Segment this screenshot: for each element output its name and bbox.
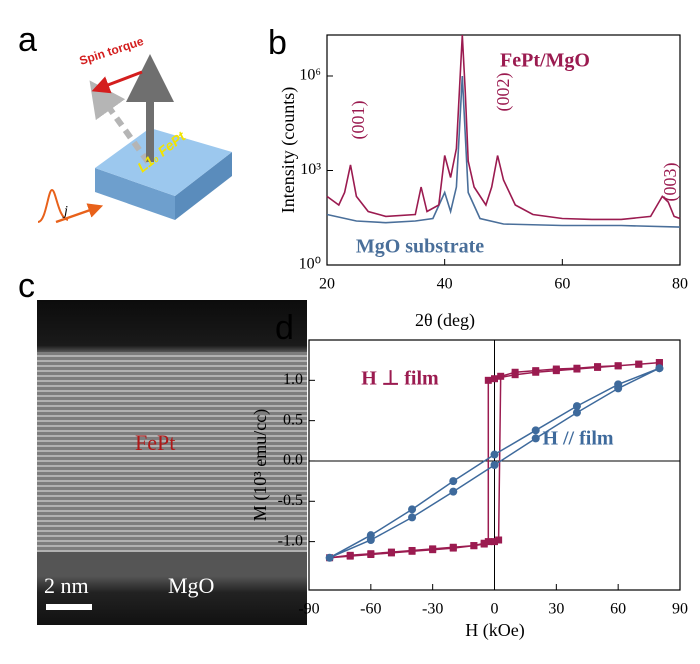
panel-label: d: [275, 309, 294, 347]
marker: [408, 513, 417, 522]
scale-label: 2 nm: [44, 573, 89, 598]
torque-arrow: [91, 70, 143, 94]
marker: [532, 368, 540, 376]
series-line: [326, 34, 681, 221]
marker: [484, 538, 492, 546]
y-tick-label: 10³: [300, 161, 321, 178]
x-axis-label: H (kOe): [465, 620, 524, 641]
marker: [346, 551, 354, 559]
x-tick-label: 60: [610, 601, 626, 618]
marker: [480, 540, 488, 548]
x-tick-label: 80: [672, 276, 688, 293]
current-arrow: [55, 203, 104, 224]
panel-label: a: [18, 21, 37, 59]
panel-a: a Spin torque L1₀ FePt j: [18, 21, 232, 224]
marker: [572, 402, 581, 411]
dashed-arrow: [89, 80, 151, 164]
layer-label: FePt: [135, 430, 175, 455]
y-tick-label: 1.0: [283, 371, 303, 388]
marker: [490, 461, 499, 469]
torque-label: Spin torque: [78, 34, 146, 68]
series-label: H ⊥ film: [361, 368, 439, 390]
marker: [594, 363, 602, 371]
plot-frame: [326, 34, 681, 266]
panel-label: c: [18, 267, 35, 305]
marker: [531, 426, 540, 435]
marker: [495, 536, 503, 544]
y-axis-label: M (10³ emu/cc): [250, 409, 271, 521]
marker: [325, 553, 334, 562]
y-axis-label: Intensity (counts): [278, 87, 299, 213]
x-tick-label: 20: [319, 276, 335, 293]
marker: [497, 372, 505, 380]
panel-c: c FePt 2 nm MgO: [18, 267, 307, 625]
marker: [655, 364, 664, 373]
marker: [408, 505, 417, 514]
marker: [367, 550, 375, 558]
y-tick-label: 10⁰: [299, 256, 321, 273]
marker: [449, 543, 457, 551]
current-label: j: [62, 204, 68, 219]
marker: [387, 548, 395, 556]
marker: [635, 360, 643, 368]
substrate-label: MgO: [168, 573, 214, 598]
marker: [449, 487, 458, 496]
peak-label: (002): [493, 73, 514, 112]
marker: [470, 542, 478, 550]
marker: [449, 477, 458, 486]
slab-front: [95, 168, 175, 220]
series-label: H // film: [542, 428, 613, 450]
marker: [366, 536, 375, 544]
chart: d H (kOe) M (10³ emu/cc) -90 -60 -30 0 30 60 90 -1…: [250, 309, 688, 641]
marker: [614, 362, 622, 370]
scale-bar: [46, 604, 92, 610]
y-tick-label: 10⁶: [299, 67, 321, 84]
series-label: MgO substrate: [356, 236, 484, 258]
lattice: [37, 352, 307, 552]
panel-label: b: [268, 24, 287, 62]
marker: [573, 365, 581, 373]
x-axis-label: 2θ (deg): [415, 310, 475, 331]
x-tick-label: 0: [491, 601, 499, 618]
y-tick-label: -1.0: [278, 532, 303, 549]
marker: [490, 450, 499, 459]
y-tick-label: 0.5: [283, 411, 303, 428]
marker: [531, 434, 540, 443]
marker: [429, 545, 437, 553]
x-tick-label: 30: [548, 601, 564, 618]
x-tick-label: -90: [298, 601, 319, 618]
slab-top: [95, 128, 232, 196]
y-tick-label: 0.0: [283, 452, 303, 469]
peak-label: (001): [348, 101, 369, 140]
marker: [614, 384, 623, 393]
slab-side: [175, 152, 232, 220]
series-line: [326, 75, 681, 228]
x-tick-label: -30: [422, 601, 443, 618]
marker: [552, 367, 560, 375]
marker: [408, 546, 416, 554]
marker: [655, 359, 663, 367]
peak-label: (003): [660, 163, 681, 202]
x-tick-label: 40: [437, 276, 453, 293]
current-pulse: [37, 188, 69, 223]
marker: [572, 408, 581, 417]
x-tick-label: 90: [672, 601, 688, 618]
marker: [511, 371, 519, 379]
chart: b 2θ (deg) Intensity (counts) 20 40 60 80 10⁰ 10…: [268, 24, 688, 331]
y-tick-label: -0.5: [278, 492, 303, 509]
marker: [484, 376, 492, 384]
x-tick-label: -60: [360, 601, 381, 618]
series-label: FePt/MgO: [500, 50, 590, 72]
marker: [491, 538, 498, 546]
marker: [491, 375, 498, 383]
x-tick-label: 60: [554, 276, 570, 293]
